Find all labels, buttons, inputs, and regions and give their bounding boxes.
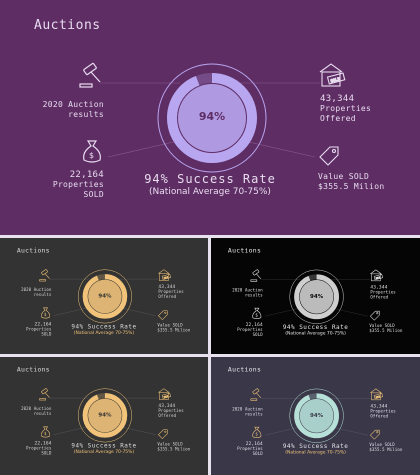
auction-house-icon: SOLD	[158, 388, 171, 400]
success-rate-headline: 94% Success Rate	[282, 323, 349, 331]
slide-title: Auctions	[227, 365, 262, 374]
percent-label: 94%	[98, 411, 112, 418]
stat-properties-offered: 43,344 Properties Offered	[158, 403, 184, 418]
svg-text:$: $	[44, 431, 47, 436]
slide-artwork: SOLD $	[39, 388, 171, 443]
slide-artwork: SOLD $	[250, 269, 384, 324]
slide-content: SOLD $ Auctions 2020 Auction results 22,…	[0, 357, 208, 473]
auction-house-icon: SOLD	[158, 269, 171, 281]
slide-title: Auctions	[16, 246, 50, 255]
progress-arc	[82, 274, 128, 319]
percent-label: 94%	[310, 411, 324, 419]
money-bag-icon: $	[41, 426, 50, 438]
slide-artwork: SOLD $	[39, 269, 171, 324]
outer-ring	[77, 269, 132, 324]
price-tag-icon	[369, 310, 380, 321]
gavel-icon	[39, 269, 50, 282]
stat-properties-offered: 43,344 Properties Offered	[158, 284, 184, 299]
stat-auction-results: 2020 Auction results	[21, 287, 52, 297]
gavel-icon	[39, 388, 50, 401]
auction-house-icon: SOLD	[319, 63, 346, 87]
stat-value-sold: Value SOLD $355.5 Milion	[369, 442, 403, 453]
auction-house-icon: SOLD	[370, 388, 384, 401]
progress-arc	[82, 393, 128, 438]
percent-label: 94%	[98, 292, 112, 299]
national-average-subline: (National Average 70-75%)	[73, 330, 135, 336]
money-bag-icon: $	[252, 426, 262, 438]
price-tag-icon	[319, 146, 339, 166]
stat-auction-results: 2020 Auction results	[21, 406, 52, 416]
slide-artwork: SOLD $	[250, 388, 384, 443]
gavel-icon	[79, 62, 101, 88]
progress-arc	[167, 73, 257, 163]
stat-properties-sold: 22,164 Properties SOLD	[52, 170, 104, 199]
slide-content: SOLD $ Auctions 2020 Auction results 22,…	[211, 238, 420, 354]
thumbnail-black[interactable]: SOLD $ Auctions 2020 Auction results 22,…	[211, 238, 420, 354]
main-slide[interactable]: SOLD $ Auctions 2020 Auction results 22,…	[0, 0, 420, 235]
price-tag-icon	[158, 310, 168, 321]
svg-text:SOLD: SOLD	[330, 76, 341, 83]
gavel-icon	[250, 388, 262, 401]
slide-content: SOLD $ Auctions 2020 Auction results 22,…	[0, 238, 208, 354]
slide-content: SOLD $ Auctions 2020 Auction results 22,…	[211, 357, 420, 474]
stat-properties-sold: 22,164 Properties SOLD	[26, 322, 52, 337]
success-rate-headline: 94% Success Rate	[71, 442, 137, 450]
svg-text:SOLD: SOLD	[164, 276, 170, 279]
success-rate-headline: 94% Success Rate	[71, 323, 137, 331]
money-bag-icon: $	[83, 140, 101, 163]
slide-title: Auctions	[34, 18, 101, 33]
price-tag-icon	[158, 429, 168, 440]
thumbnail-dark-gold-alt[interactable]: SOLD $ Auctions 2020 Auction results 22,…	[0, 357, 208, 475]
stat-properties-sold: 22,164 Properties SOLD	[237, 441, 263, 457]
stat-auction-results: 2020 Auction results	[42, 100, 104, 119]
svg-text:$: $	[255, 313, 258, 318]
progress-arc	[294, 274, 339, 320]
stat-properties-sold: 22,164 Properties SOLD	[237, 322, 263, 338]
stat-value-sold: Value SOLD $355.5 Milion	[157, 442, 191, 452]
svg-text:SOLD: SOLD	[376, 396, 382, 399]
svg-text:SOLD: SOLD	[164, 395, 170, 398]
stat-auction-results: 2020 Auction results	[232, 287, 263, 298]
progress-arc	[294, 393, 339, 439]
thumbnail-slate-mint[interactable]: SOLD $ Auctions 2020 Auction results 22,…	[211, 357, 420, 475]
stat-value-sold: Value SOLD $355.5 Milion	[369, 323, 403, 334]
svg-text:SOLD: SOLD	[376, 277, 382, 280]
stat-properties-sold: 22,164 Properties SOLD	[26, 441, 52, 456]
outer-ring	[77, 388, 132, 443]
money-bag-icon: $	[41, 307, 50, 319]
stat-properties-offered: 43,344 Properties Offered	[320, 94, 372, 123]
outer-ring	[289, 388, 344, 443]
slide-title: Auctions	[16, 365, 50, 374]
percent-label: 94%	[198, 110, 226, 123]
money-bag-icon: $	[252, 307, 262, 319]
outer-ring	[289, 269, 344, 324]
slide-title: Auctions	[227, 246, 262, 255]
svg-text:$: $	[255, 432, 258, 437]
slide-artwork: SOLD $	[79, 62, 346, 173]
stat-auction-results: 2020 Auction results	[232, 406, 263, 417]
gavel-icon	[250, 269, 262, 282]
success-rate-headline: 94% Success Rate	[144, 172, 276, 186]
svg-text:$: $	[44, 312, 47, 317]
auction-house-icon: SOLD	[370, 269, 384, 282]
stat-value-sold: Value SOLD $355.5 Milion	[318, 172, 385, 191]
svg-text:$: $	[89, 151, 94, 160]
percent-label: 94%	[310, 292, 324, 300]
national-average-subline: (National Average 70-75%)	[285, 450, 346, 456]
price-tag-icon	[369, 429, 380, 440]
success-rate-headline: 94% Success Rate	[282, 442, 349, 450]
slide-content: SOLD $ Auctions 2020 Auction results 22,…	[0, 0, 420, 235]
stat-properties-offered: 43,344 Properties Offered	[370, 284, 396, 300]
national-average-subline: (National Average 70-75%)	[73, 449, 135, 455]
thumbnail-dark-gold[interactable]: SOLD $ Auctions 2020 Auction results 22,…	[0, 238, 208, 354]
national-average-subline: (National Average 70-75%)	[149, 187, 271, 197]
stat-value-sold: Value SOLD $355.5 Milion	[157, 323, 191, 333]
national-average-subline: (National Average 70-75%)	[285, 331, 346, 337]
outer-ring	[157, 63, 267, 173]
stat-properties-offered: 43,344 Properties Offered	[370, 403, 396, 419]
